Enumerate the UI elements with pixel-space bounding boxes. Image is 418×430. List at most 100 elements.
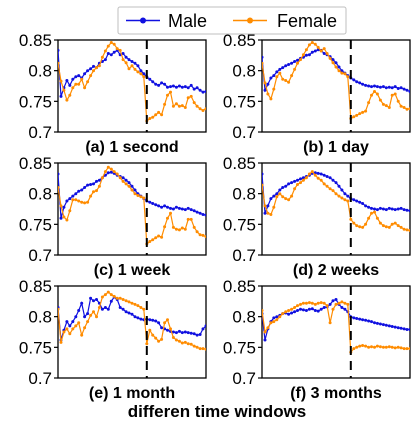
data-point-male — [343, 192, 347, 196]
data-point-female — [183, 340, 187, 344]
data-point-male — [278, 67, 282, 71]
data-point-male — [160, 81, 164, 85]
data-point-male — [387, 206, 391, 210]
data-point-male — [316, 309, 320, 313]
data-point-female — [296, 304, 299, 308]
data-point-male — [269, 76, 273, 80]
panel-data — [262, 170, 410, 232]
data-point-male — [340, 69, 344, 73]
panel-title: (c) 1 week — [94, 262, 171, 279]
data-point-female — [402, 347, 406, 351]
data-point-male — [393, 325, 397, 329]
y-tick-label: 0.8 — [232, 308, 256, 327]
data-point-male — [381, 85, 385, 89]
data-point-male — [174, 205, 178, 209]
data-point-male — [163, 82, 167, 86]
data-point-female — [334, 302, 338, 306]
data-point-male — [402, 87, 406, 91]
data-point-male — [301, 176, 305, 180]
panel-frame — [261, 39, 411, 133]
data-point-male — [180, 331, 184, 335]
data-point-female — [109, 41, 113, 44]
legend-male-marker — [140, 17, 146, 24]
data-point-female — [355, 113, 359, 117]
y-tick-label: 0.85 — [19, 154, 52, 173]
data-point-male — [287, 182, 291, 186]
data-point-male — [408, 209, 410, 213]
data-point-female — [399, 225, 403, 229]
data-point-female — [124, 182, 128, 186]
data-point-male — [304, 53, 308, 57]
data-point-male — [204, 90, 206, 93]
data-point-female — [127, 184, 131, 188]
data-point-female — [361, 110, 365, 114]
data-point-male — [148, 200, 152, 204]
data-point-male — [334, 298, 338, 301]
data-point-male — [331, 58, 335, 62]
data-point-male — [272, 316, 276, 320]
series-line-female — [58, 166, 206, 246]
data-point-male — [384, 323, 388, 327]
data-point-female — [352, 221, 356, 225]
data-point-male — [301, 308, 305, 312]
data-point-female — [281, 195, 285, 199]
data-point-female — [313, 173, 317, 177]
data-point-male — [121, 52, 125, 55]
data-point-female — [331, 189, 335, 193]
data-point-female — [290, 307, 294, 311]
data-point-male — [358, 317, 362, 321]
data-point-male — [293, 60, 297, 63]
data-point-male — [378, 206, 382, 210]
data-point-female — [316, 176, 320, 180]
data-point-female — [272, 205, 276, 209]
data-point-female — [80, 77, 84, 81]
data-point-female — [127, 300, 131, 304]
data-point-male — [381, 207, 385, 211]
data-point-female — [157, 110, 161, 114]
data-point-male — [375, 321, 379, 325]
data-point-female — [307, 301, 311, 305]
data-point-male — [118, 306, 122, 309]
data-point-male — [290, 311, 294, 315]
data-point-female — [171, 104, 175, 108]
data-point-female — [266, 92, 270, 96]
data-point-female — [343, 72, 347, 76]
data-point-female — [145, 342, 149, 346]
data-point-male — [177, 329, 181, 333]
data-point-female — [139, 195, 143, 199]
data-point-female — [106, 290, 110, 294]
data-point-male — [157, 204, 161, 208]
data-point-female — [180, 341, 184, 345]
data-point-female — [154, 113, 158, 117]
data-point-male — [364, 204, 368, 208]
data-point-female — [322, 182, 326, 186]
data-point-female — [189, 94, 193, 98]
data-point-male — [319, 307, 323, 311]
data-point-female — [373, 210, 376, 214]
data-point-female — [115, 47, 119, 51]
data-point-male — [296, 178, 299, 182]
data-point-female — [381, 224, 385, 228]
data-point-female — [160, 235, 164, 239]
data-point-male — [136, 316, 140, 320]
data-point-male — [124, 55, 128, 59]
series-line-female — [58, 291, 206, 350]
data-point-male — [352, 198, 356, 202]
data-point-female — [346, 75, 350, 79]
data-point-female — [358, 344, 362, 348]
data-point-male — [151, 202, 155, 205]
data-point-male — [387, 85, 391, 89]
data-point-female — [80, 333, 84, 337]
data-point-female — [316, 45, 320, 49]
data-point-female — [115, 172, 119, 176]
data-point-male — [355, 80, 359, 84]
data-point-male — [83, 72, 87, 76]
data-point-female — [272, 87, 276, 91]
data-point-male — [367, 84, 371, 88]
data-point-female — [328, 56, 332, 60]
data-point-female — [408, 229, 410, 232]
panel-title: (b) 1 day — [303, 139, 369, 156]
data-point-male — [124, 178, 128, 182]
data-point-male — [384, 86, 388, 90]
data-point-male — [183, 85, 187, 89]
